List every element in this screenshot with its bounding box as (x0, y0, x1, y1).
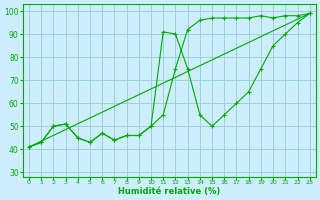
X-axis label: Humidité relative (%): Humidité relative (%) (118, 187, 220, 196)
